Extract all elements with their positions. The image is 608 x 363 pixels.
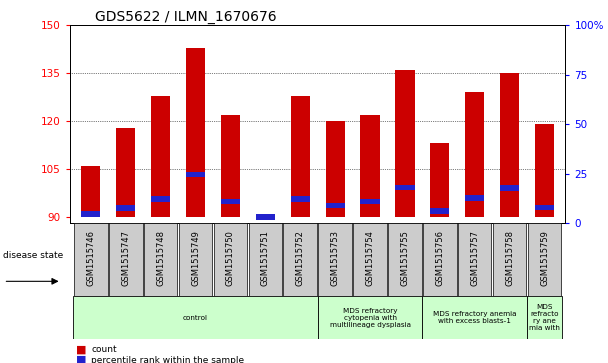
Text: GSM1515751: GSM1515751	[261, 230, 270, 286]
Bar	[430, 143, 449, 217]
Bar	[528, 223, 561, 296]
Bar	[74, 223, 108, 296]
Bar	[430, 208, 449, 214]
Bar	[388, 223, 422, 296]
Bar	[291, 95, 310, 217]
Bar	[458, 223, 491, 296]
Text: GSM1515753: GSM1515753	[331, 230, 340, 286]
Bar	[423, 223, 457, 296]
Text: GSM1515748: GSM1515748	[156, 230, 165, 286]
Text: GDS5622 / ILMN_1670676: GDS5622 / ILMN_1670676	[95, 11, 276, 24]
Bar	[527, 296, 562, 339]
Bar	[186, 172, 205, 178]
Bar	[256, 214, 275, 217]
Bar	[213, 223, 247, 296]
Text: GSM1515756: GSM1515756	[435, 230, 444, 286]
Bar	[319, 223, 352, 296]
Text: GSM1515752: GSM1515752	[295, 230, 305, 286]
Bar	[221, 115, 240, 217]
Bar	[500, 185, 519, 191]
Text: ■: ■	[76, 344, 86, 354]
Bar	[221, 199, 240, 204]
Text: percentile rank within the sample: percentile rank within the sample	[91, 356, 244, 363]
Text: count: count	[91, 345, 117, 354]
Text: GSM1515755: GSM1515755	[401, 230, 409, 286]
Text: GSM1515754: GSM1515754	[365, 230, 375, 286]
Bar	[465, 93, 485, 217]
Text: GSM1515750: GSM1515750	[226, 230, 235, 286]
Bar	[249, 223, 282, 296]
Bar	[144, 223, 178, 296]
Text: GSM1515758: GSM1515758	[505, 230, 514, 286]
Bar	[535, 205, 554, 211]
Bar	[317, 296, 423, 339]
Bar	[186, 48, 205, 217]
Text: MDS refractory
cytopenia with
multilineage dysplasia: MDS refractory cytopenia with multilinea…	[330, 307, 410, 328]
Text: GSM1515747: GSM1515747	[121, 230, 130, 286]
Text: GSM1515759: GSM1515759	[540, 230, 549, 286]
Bar	[353, 223, 387, 296]
Bar	[395, 185, 415, 190]
Bar	[179, 223, 212, 296]
Bar	[151, 196, 170, 201]
Bar	[74, 296, 317, 339]
Bar	[116, 205, 136, 211]
Text: MDS
refracto
ry ane
mia with: MDS refracto ry ane mia with	[529, 304, 560, 331]
Bar	[116, 127, 136, 217]
Text: GSM1515746: GSM1515746	[86, 230, 95, 286]
Text: MDS refractory anemia
with excess blasts-1: MDS refractory anemia with excess blasts…	[433, 311, 516, 324]
Bar	[151, 95, 170, 217]
Bar	[283, 223, 317, 296]
Bar	[500, 73, 519, 217]
Bar	[325, 203, 345, 208]
Bar	[325, 121, 345, 217]
Text: ■: ■	[76, 355, 86, 363]
Bar	[109, 223, 142, 296]
Bar	[291, 196, 310, 201]
Bar	[81, 166, 100, 217]
Bar	[361, 199, 379, 204]
Bar	[465, 195, 485, 201]
Text: GSM1515757: GSM1515757	[470, 230, 479, 286]
Text: disease state: disease state	[4, 252, 64, 260]
Bar	[535, 124, 554, 217]
Bar	[493, 223, 527, 296]
Bar	[395, 70, 415, 217]
Text: control: control	[183, 315, 208, 321]
Text: GSM1515749: GSM1515749	[191, 230, 200, 286]
Bar	[256, 214, 275, 220]
Bar	[361, 115, 379, 217]
Bar	[81, 211, 100, 217]
Bar	[423, 296, 527, 339]
